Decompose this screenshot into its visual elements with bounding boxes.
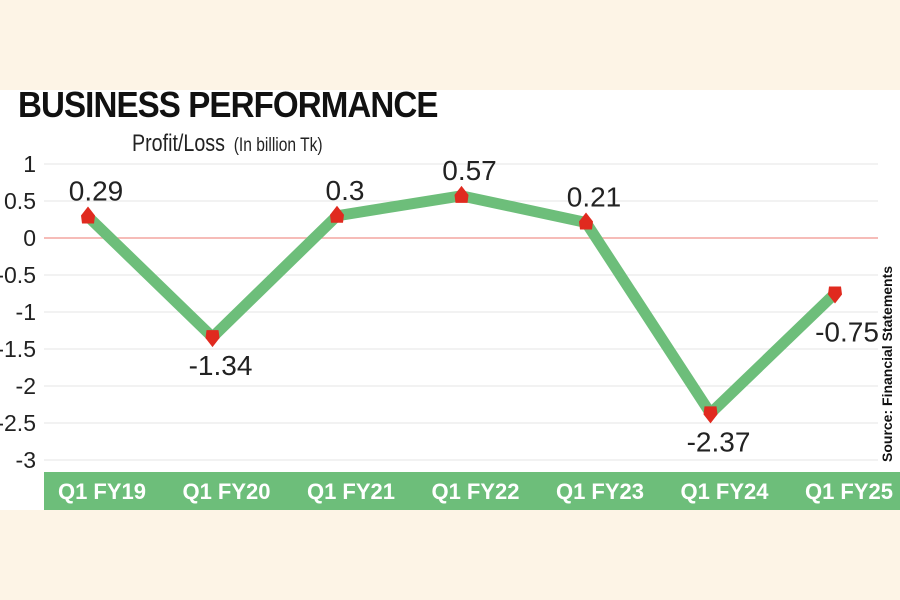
chart-panel — [0, 90, 900, 510]
x-tick-label: Q1 FY21 — [307, 479, 395, 504]
x-tick-label: Q1 FY19 — [58, 479, 146, 504]
y-tick-label: 0 — [23, 225, 36, 251]
data-markers — [81, 185, 842, 424]
chart-subtitle: Profit/Loss (In billion Tk) — [132, 130, 323, 158]
subtitle-text: Profit/Loss — [132, 130, 225, 157]
y-tick-label: -2.5 — [0, 410, 36, 436]
data-label: -2.37 — [687, 426, 751, 457]
y-tick-label: 1 — [23, 151, 36, 177]
x-tick-label: Q1 FY20 — [182, 479, 270, 504]
x-tick-label: Q1 FY24 — [680, 479, 769, 504]
y-tick-label: -3 — [16, 447, 36, 473]
y-axis-ticks: 1 0.5 0 -0.5 -1 -1.5 -2 -2.5 -3 — [0, 151, 36, 473]
data-marker — [205, 330, 220, 348]
y-tick-label: -0.5 — [0, 262, 36, 288]
data-label: 0.29 — [69, 176, 124, 207]
y-tick-label: -1 — [16, 299, 36, 325]
data-label: -1.34 — [189, 350, 253, 381]
grid-lines — [44, 163, 878, 461]
data-marker — [330, 205, 344, 223]
data-label: -0.75 — [815, 317, 879, 348]
data-marker — [81, 206, 95, 224]
data-label: 0.3 — [326, 175, 365, 206]
y-tick-label: 0.5 — [4, 188, 36, 214]
x-tick-label: Q1 FY22 — [431, 479, 519, 504]
source-note: Source: Financial Statements — [879, 265, 895, 462]
subtitle-unit: (In billion Tk) — [233, 135, 323, 156]
y-tick-label: -1.5 — [0, 336, 36, 362]
data-label: 0.57 — [442, 155, 497, 186]
data-label: 0.21 — [567, 181, 622, 212]
data-marker — [579, 212, 593, 230]
x-tick-label: Q1 FY23 — [556, 479, 644, 504]
data-marker — [828, 286, 842, 304]
data-marker — [703, 406, 718, 424]
y-tick-label: -2 — [16, 373, 36, 399]
chart-title: BUSINESS PERFORMANCE — [18, 84, 438, 125]
x-tick-label: Q1 FY25 — [805, 479, 893, 504]
x-axis-labels: Q1 FY19 Q1 FY20 Q1 FY21 Q1 FY22 Q1 FY23 Q1 FY… — [58, 479, 893, 504]
x-axis-band — [44, 472, 900, 510]
data-marker — [454, 185, 469, 203]
data-labels: 0.29 -1.34 0.3 0.57 0.21 -2.37 -0.75 — [69, 155, 879, 458]
